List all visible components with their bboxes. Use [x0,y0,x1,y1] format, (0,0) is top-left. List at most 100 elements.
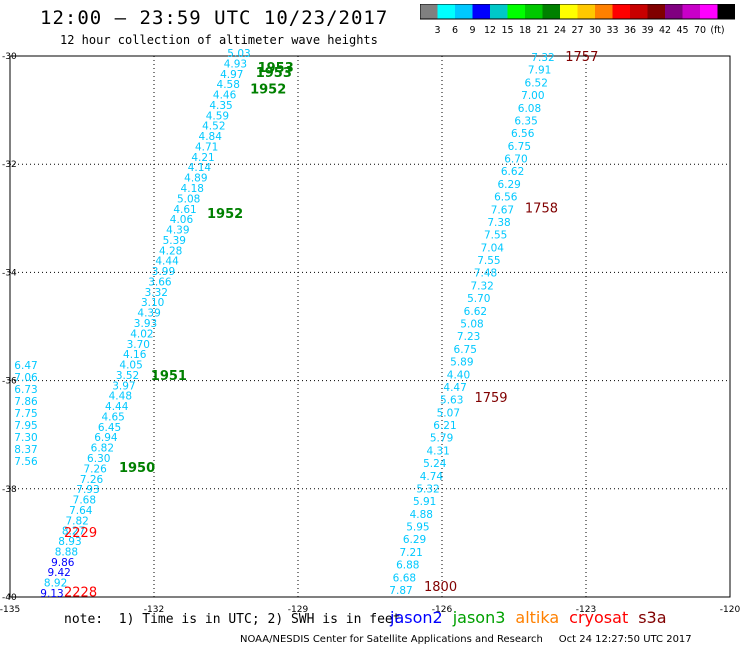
time-label: 1951 [151,369,187,384]
wave-height-value: 8.37 [14,444,37,456]
wave-height-value: 7.82 [65,515,88,527]
wave-height-value: 4.74 [420,471,444,483]
wave-height-value: 6.82 [91,443,114,455]
scale-label: 42 [659,25,671,36]
wave-height-value: 6.30 [87,453,110,465]
wave-height-value: 6.21 [433,420,456,432]
scale-swatch [420,4,438,19]
satellite-name-s3a: s3a [638,608,667,627]
wave-height-value: 6.75 [454,344,477,356]
wave-height-value: 7.21 [399,547,422,559]
wave-height-value: 4.14 [188,162,212,174]
wave-height-value: 4.44 [105,401,129,413]
map-frame [9,55,731,598]
wave-height-value: 7.30 [14,432,37,444]
wave-height-value: 7.55 [484,230,507,242]
scale-swatch [437,4,455,19]
wave-height-value: 9.86 [51,557,75,569]
wave-height-value: 5.07 [437,407,460,419]
scale-label: 3 [434,25,440,36]
wave-height-value: 4.21 [191,152,214,164]
wave-height-value: 7.00 [521,90,544,102]
wave-height-value: 4.65 [101,411,124,423]
time-label: 1952 [250,82,286,97]
scale-swatch [560,4,578,19]
wave-height-value: 4.16 [123,349,147,361]
wave-height-value: 7.56 [14,456,38,468]
wave-height-value: 4.47 [443,382,466,394]
wave-height-value: 6.88 [396,560,419,572]
wave-height-value: 4.88 [410,509,433,521]
wave-height-value: 6.45 [98,422,121,434]
wave-height-value: 7.55 [477,255,500,267]
scale-label: 9 [469,25,475,36]
wave-height-value: 5.24 [423,458,447,470]
wave-height-value: 7.86 [14,396,38,408]
wave-height-value: 7.38 [487,217,510,229]
wave-height-value: 6.62 [501,166,524,178]
scale-swatch [490,4,508,19]
time-label: 1953 [256,66,292,81]
wave-height-value: 3.32 [145,287,168,299]
latitude-label: -38 [2,485,17,495]
wave-height-value: 7.23 [457,331,480,343]
satellite-name-altika: altika [515,608,560,627]
scale-swatch [665,4,683,19]
wave-height-value: 4.18 [181,183,204,195]
wave-height-value: 7.95 [14,420,37,432]
wave-height-value: 3.93 [134,318,157,330]
wave-height-value: 3.52 [116,370,139,382]
wave-height-value: 6.62 [464,306,487,318]
wave-height-value: 5.79 [430,433,453,445]
wave-height-value: 4.46 [213,90,237,102]
scale-label: 21 [536,25,548,36]
wave-height-value: 4.44 [155,256,179,268]
wave-height-value: 6.29 [403,534,426,546]
wave-height-value: 5.89 [450,357,473,369]
wave-height-value: 7.93 [76,484,99,496]
scale-label: 12 [484,25,496,36]
time-label: 1950 [119,461,155,476]
longitude-label: -120 [720,605,740,615]
wave-height-value: 4.97 [220,69,243,81]
longitude-label: -129 [288,605,309,615]
scale-label: 36 [624,25,636,36]
wave-height-value: 4.31 [426,445,449,457]
wave-height-value: 6.29 [497,179,520,191]
scale-swatch [577,4,595,19]
time-label: 2228 [64,586,97,601]
scale-swatch [455,4,473,19]
scale-swatch [525,4,543,19]
scale-label: 27 [571,25,583,36]
wave-height-value: 8.93 [58,536,81,548]
wave-height-value: 5.08 [460,319,483,331]
wave-height-value: 6.73 [14,384,37,396]
page-subtitle: 12 hour collection of altimeter wave hei… [60,33,378,47]
satellite-name-jason3: jason3 [452,608,506,627]
scale-swatch [647,4,665,19]
time-label: 1758 [525,201,558,216]
wave-height-value: 6.56 [494,192,518,204]
wave-height-value: 6.70 [504,154,527,166]
wave-height-value: 7.32 [531,52,554,64]
wave-height-value: 7.87 [389,585,412,597]
wave-height-value: 6.68 [393,572,416,584]
wave-height-value: 4.58 [217,79,240,91]
wave-height-value: 4.02 [130,328,153,340]
scale-swatch [595,4,613,19]
longitude-label: -135 [0,605,20,615]
wave-height-value: 7.91 [528,65,551,77]
wave-height-value: 4.61 [173,204,196,216]
wave-height-value: 9.13 [40,588,63,600]
time-label: 1952 [207,207,243,222]
wave-height-value: 3.97 [112,380,135,392]
time-label: 1757 [565,50,598,65]
wave-height-value: 6.08 [518,103,541,115]
wave-height-value: 4.48 [109,391,132,403]
wave-height-value: 5.63 [440,395,463,407]
wave-height-value: 7.75 [14,408,37,420]
wave-height-value: 4.71 [195,141,218,153]
scale-swatch [700,4,718,19]
wave-height-value: 5.91 [413,496,436,508]
